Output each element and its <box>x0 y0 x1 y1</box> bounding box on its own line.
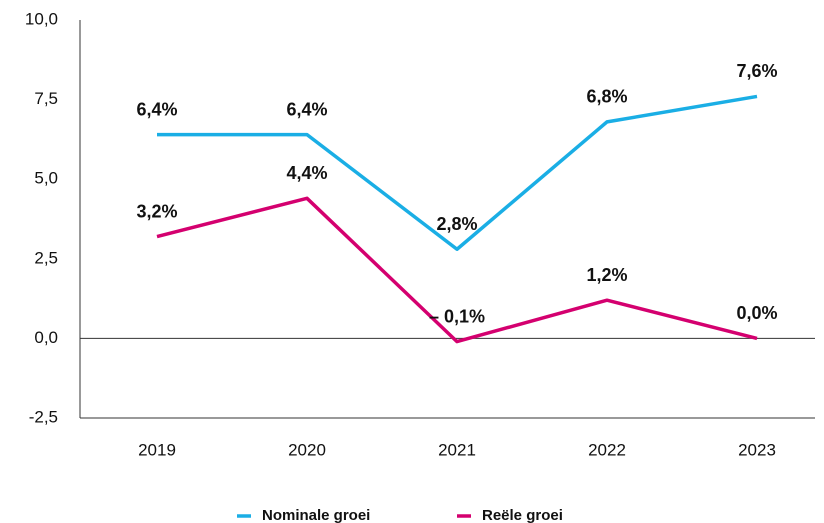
data-label: 6,4% <box>136 99 177 119</box>
legend-label: Reële groei <box>482 507 563 523</box>
data-label: 0,0% <box>736 303 777 323</box>
data-label: 6,8% <box>586 87 627 107</box>
data-label: 1,2% <box>586 265 627 285</box>
x-tick-label: 2023 <box>738 440 776 459</box>
x-tick-label: 2022 <box>588 440 626 459</box>
y-tick-label: 10,0 <box>25 9 58 28</box>
data-label: – 0,1% <box>429 306 485 326</box>
y-tick-label: 5,0 <box>34 169 58 188</box>
data-label: 6,4% <box>286 99 327 119</box>
data-label: 3,2% <box>136 201 177 221</box>
series-line <box>156 196 758 344</box>
x-tick-label: 2021 <box>438 440 476 459</box>
y-tick-label: 2,5 <box>34 248 58 267</box>
data-label: 4,4% <box>286 163 327 183</box>
x-tick-label: 2019 <box>138 440 176 459</box>
series-line <box>157 94 758 251</box>
data-label: 2,8% <box>436 214 477 234</box>
x-tick-label: 2020 <box>288 440 326 459</box>
y-tick-label: -2,5 <box>29 407 58 426</box>
legend-label: Nominale groei <box>262 507 370 523</box>
y-tick-label: 7,5 <box>34 89 58 108</box>
data-label: 7,6% <box>736 61 777 81</box>
y-tick-label: 0,0 <box>34 328 58 347</box>
